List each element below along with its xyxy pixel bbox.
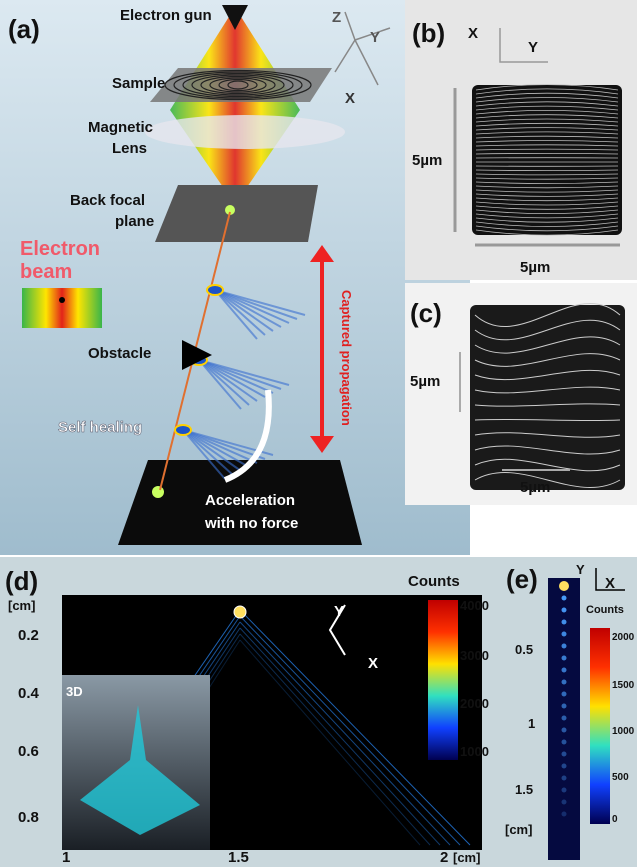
scale-label: 5µm bbox=[520, 259, 550, 276]
lobe bbox=[562, 812, 567, 817]
lobe bbox=[562, 668, 567, 673]
label: Electron gun bbox=[120, 7, 212, 24]
panel-label: (e) bbox=[506, 564, 538, 594]
beam-spot bbox=[175, 425, 191, 435]
beam-spot bbox=[207, 285, 223, 295]
axis-unit: [cm] bbox=[453, 850, 480, 865]
lobe bbox=[562, 776, 567, 781]
back-focal-plane bbox=[155, 185, 318, 242]
colorbar-tick: 3000 bbox=[460, 648, 489, 663]
inset-label: 3D bbox=[66, 684, 83, 699]
lobe bbox=[562, 740, 567, 745]
lobe bbox=[562, 728, 567, 733]
axis-label: X bbox=[345, 90, 355, 107]
lobe bbox=[562, 716, 567, 721]
label: plane bbox=[115, 213, 154, 230]
colorbar-tick: 0 bbox=[612, 814, 618, 825]
lobe bbox=[562, 692, 567, 697]
colorbar-tick: 1000 bbox=[612, 726, 635, 737]
axis-label: Z bbox=[332, 9, 341, 26]
axis-label: Y bbox=[576, 562, 585, 577]
lobe bbox=[562, 596, 567, 601]
colorbar-tick: 2000 bbox=[612, 632, 635, 643]
y-tick-label: 1 bbox=[528, 716, 535, 731]
colorbar-tick: 1000 bbox=[460, 744, 489, 759]
axis-label: X bbox=[368, 655, 378, 672]
label: Captured propagation bbox=[339, 290, 354, 426]
colorbar-tick: 4000 bbox=[460, 598, 489, 613]
y-tick-label: 1.5 bbox=[515, 782, 533, 797]
spot bbox=[152, 486, 164, 498]
pattern-image bbox=[470, 305, 625, 490]
lobe bbox=[562, 608, 567, 613]
pattern-image bbox=[472, 85, 622, 235]
main-lobe bbox=[559, 581, 569, 591]
y-tick-label: 0.5 bbox=[515, 642, 533, 657]
panel-label: (b) bbox=[412, 18, 445, 48]
colorbar-tick: 1500 bbox=[612, 680, 635, 691]
colorbar-tick: 2000 bbox=[460, 696, 489, 711]
colorbar bbox=[590, 628, 610, 824]
axis-label: X bbox=[605, 575, 615, 592]
y-tick-label: 0.2 bbox=[18, 627, 39, 644]
axis-unit: [cm] bbox=[8, 598, 35, 613]
colorbar-tick: 500 bbox=[612, 772, 629, 783]
x-tick-label: 2 bbox=[440, 849, 448, 866]
scale-label: 5µm bbox=[410, 373, 440, 390]
y-tick-label: 0.8 bbox=[18, 809, 39, 826]
y-tick-label: 0.6 bbox=[18, 743, 39, 760]
lobe bbox=[562, 752, 567, 757]
lobe bbox=[562, 680, 567, 685]
lobe bbox=[562, 800, 567, 805]
x-tick-label: 1.5 bbox=[228, 849, 249, 866]
label: Lens bbox=[112, 140, 147, 157]
lobe bbox=[562, 632, 567, 637]
y-tick-label: 0.4 bbox=[18, 685, 40, 702]
label: Sample bbox=[112, 75, 165, 92]
scale-label: 5µm bbox=[412, 152, 442, 169]
lobe bbox=[562, 764, 567, 769]
axis-label: X bbox=[468, 25, 478, 42]
label: Obstacle bbox=[88, 345, 151, 362]
label: Back focal bbox=[70, 192, 145, 209]
figure: (a) Electron gun Sample Magnetic Lens Ba… bbox=[0, 0, 637, 867]
lobe bbox=[562, 620, 567, 625]
colorbar bbox=[428, 600, 458, 760]
lobe bbox=[562, 656, 567, 661]
label: Magnetic bbox=[88, 119, 153, 136]
magnetic-lens bbox=[145, 115, 345, 149]
axis-label: Y bbox=[528, 39, 538, 56]
axis-label: Y bbox=[370, 29, 380, 46]
x-tick-label: 1 bbox=[62, 849, 70, 866]
label: Self healing bbox=[58, 419, 142, 436]
beam-dot bbox=[59, 297, 65, 303]
main-lobe bbox=[234, 606, 246, 618]
label: Electron bbox=[20, 238, 100, 260]
lobe bbox=[562, 788, 567, 793]
colorbar-title: Counts bbox=[408, 573, 460, 590]
axis-label: Y bbox=[334, 603, 344, 620]
label: Acceleration bbox=[205, 492, 295, 509]
label: with no force bbox=[204, 515, 298, 532]
scale-label: 5µm bbox=[520, 479, 550, 496]
panel-label: (c) bbox=[410, 298, 442, 328]
axis-unit: [cm] bbox=[505, 822, 532, 837]
lobe bbox=[562, 704, 567, 709]
lobe bbox=[562, 644, 567, 649]
beam-profile bbox=[22, 288, 102, 328]
panel-label: (a) bbox=[8, 14, 40, 44]
panel-label: (d) bbox=[5, 566, 38, 596]
label: beam bbox=[20, 261, 72, 283]
colorbar-title: Counts bbox=[586, 604, 624, 616]
